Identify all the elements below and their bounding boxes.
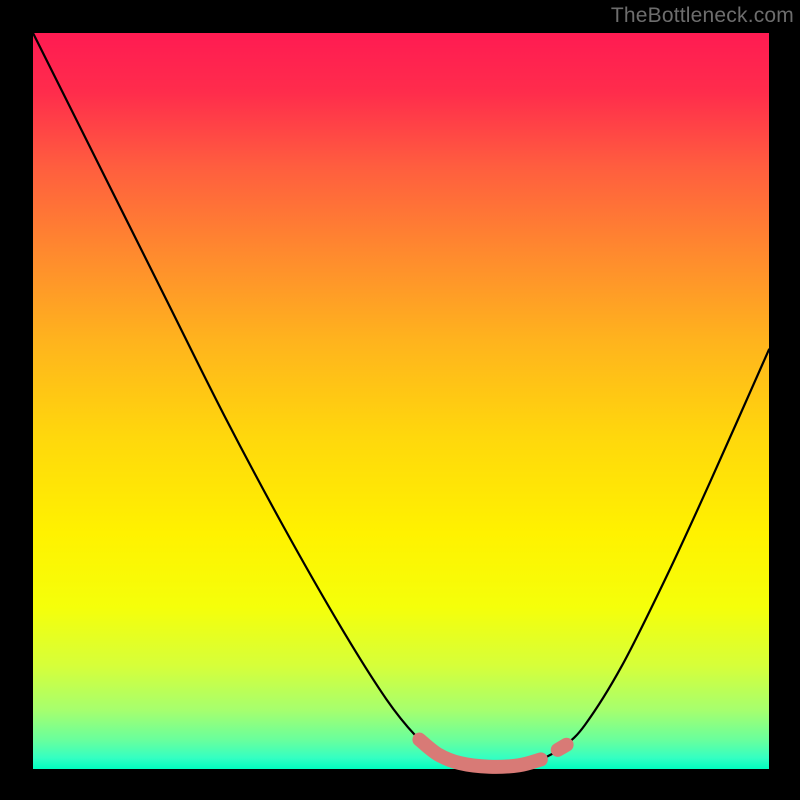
chart-container: TheBottleneck.com bbox=[0, 0, 800, 800]
highlight-segment-1 bbox=[558, 745, 567, 750]
watermark-label: TheBottleneck.com bbox=[611, 4, 794, 28]
highlight-segment-0 bbox=[419, 740, 540, 767]
bottleneck-curve bbox=[33, 33, 769, 767]
curve-layer bbox=[33, 33, 769, 769]
plot-area bbox=[33, 33, 769, 769]
